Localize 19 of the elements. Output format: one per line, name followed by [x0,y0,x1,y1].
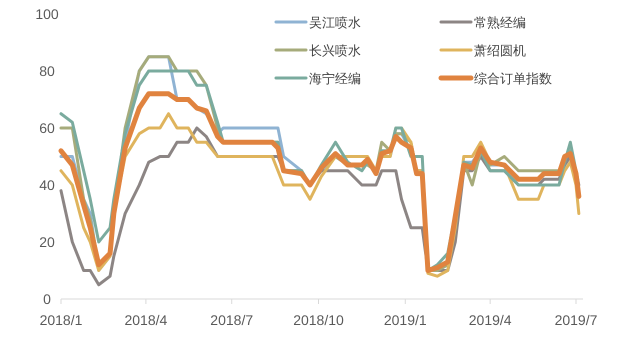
y-tick-label: 40 [39,177,55,193]
y-tick-label: 0 [43,291,52,307]
legend-label: 海宁经编 [309,71,361,86]
x-tick-label: 2018/10 [293,312,344,328]
y-tick-label: 60 [39,120,55,136]
y-tick-label: 20 [39,234,55,250]
legend-label: 综合订单指数 [474,71,552,86]
x-tick-label: 2019/4 [468,312,512,328]
legend-label: 长兴喷水 [309,43,361,58]
x-tick-label: 2018/7 [210,312,254,328]
legend-label: 萧绍圆机 [474,43,526,58]
x-tick-label: 2019/7 [554,312,598,328]
legend-label: 常熟经编 [474,15,526,30]
x-tick-label: 2018/1 [40,312,83,328]
y-tick-label: 100 [35,6,59,22]
x-tick-label: 2018/4 [124,312,168,328]
y-tick-label: 80 [39,63,55,79]
legend-label: 吴江喷水 [309,15,361,30]
x-tick-label: 2019/1 [384,312,427,328]
